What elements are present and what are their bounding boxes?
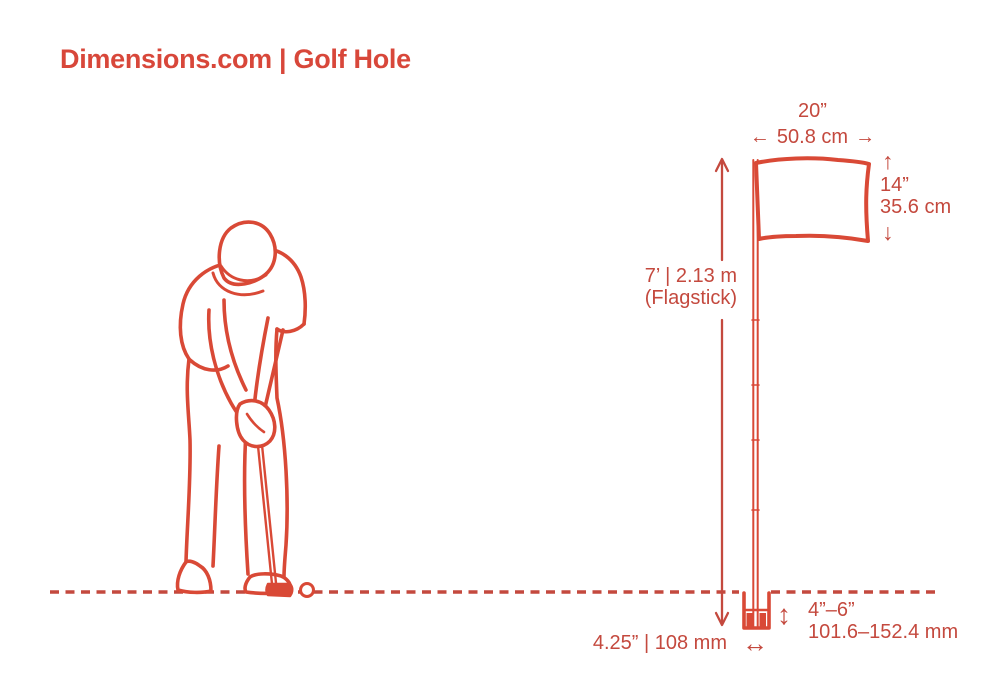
- golfer-illustration: [175, 220, 315, 598]
- golfer-right-side: [274, 327, 289, 579]
- golfer-left-arm-inner: [222, 298, 248, 392]
- flagstick-illustration: [751, 156, 871, 628]
- hole-depth-metric-label: 101.6–152.4 mm: [808, 621, 959, 643]
- flagstick-note-label: (Flagstick): [644, 287, 737, 309]
- arrow-up-icon: ↑: [882, 148, 894, 174]
- golfer-right-arm-inner: [252, 316, 270, 410]
- flag-width-imperial-label: 20”: [798, 100, 827, 122]
- flag-width-metric-dimension: ← 50.8 cm →: [740, 127, 885, 148]
- flag-height-imperial-label: 14”: [880, 174, 909, 196]
- dimension-arrowhead-down: [714, 611, 730, 627]
- golfer-left-shoe: [175, 559, 213, 595]
- cup-ferrule-left: [746, 613, 753, 627]
- arrow-updown-icon: ↕: [777, 599, 791, 630]
- flagstick-height-dimension-line: [714, 157, 730, 627]
- golfer-left-leg-inner: [211, 444, 221, 568]
- arrow-left-icon: ←: [749, 126, 770, 148]
- flagstick-height-label: 7’ | 2.13 m: [644, 265, 737, 287]
- arrow-right-icon: →: [855, 126, 876, 148]
- golf-ball-icon: [299, 582, 315, 598]
- flag-height-metric-label: 35.6 cm: [880, 196, 952, 218]
- hole-cup-illustration: [742, 591, 771, 630]
- cup-walls: [742, 591, 771, 630]
- golfer-collar: [211, 271, 265, 297]
- golfer-back: [178, 261, 232, 361]
- golfer-right-arm-outer: [261, 328, 285, 418]
- arrow-leftright-icon: ↔: [742, 628, 768, 658]
- page-title: Dimensions.com | Golf Hole: [60, 44, 411, 74]
- golfer-cap-line: [219, 264, 268, 283]
- putter-head: [265, 582, 294, 598]
- putter-shaft: [255, 433, 278, 586]
- golfer-shirt-hem: [188, 358, 230, 372]
- flag-width-metric-label: 50.8 cm: [776, 126, 849, 148]
- golfer-left-side: [184, 357, 192, 564]
- cup-ferrule-right: [759, 613, 766, 627]
- dimension-arrowhead-up: [714, 157, 730, 173]
- hole-depth-imperial-label: 4”–6”: [808, 599, 855, 621]
- flag-icon: [754, 156, 871, 243]
- hole-diameter-label: 4.25” | 108 mm: [592, 632, 727, 654]
- golfer-right-leg-inner: [242, 430, 250, 576]
- golfer-hand-line: [245, 412, 266, 434]
- arrow-down-icon: ↓: [882, 219, 894, 245]
- golfer-sleeve-end: [275, 322, 306, 334]
- flagstick-joints: [751, 319, 760, 511]
